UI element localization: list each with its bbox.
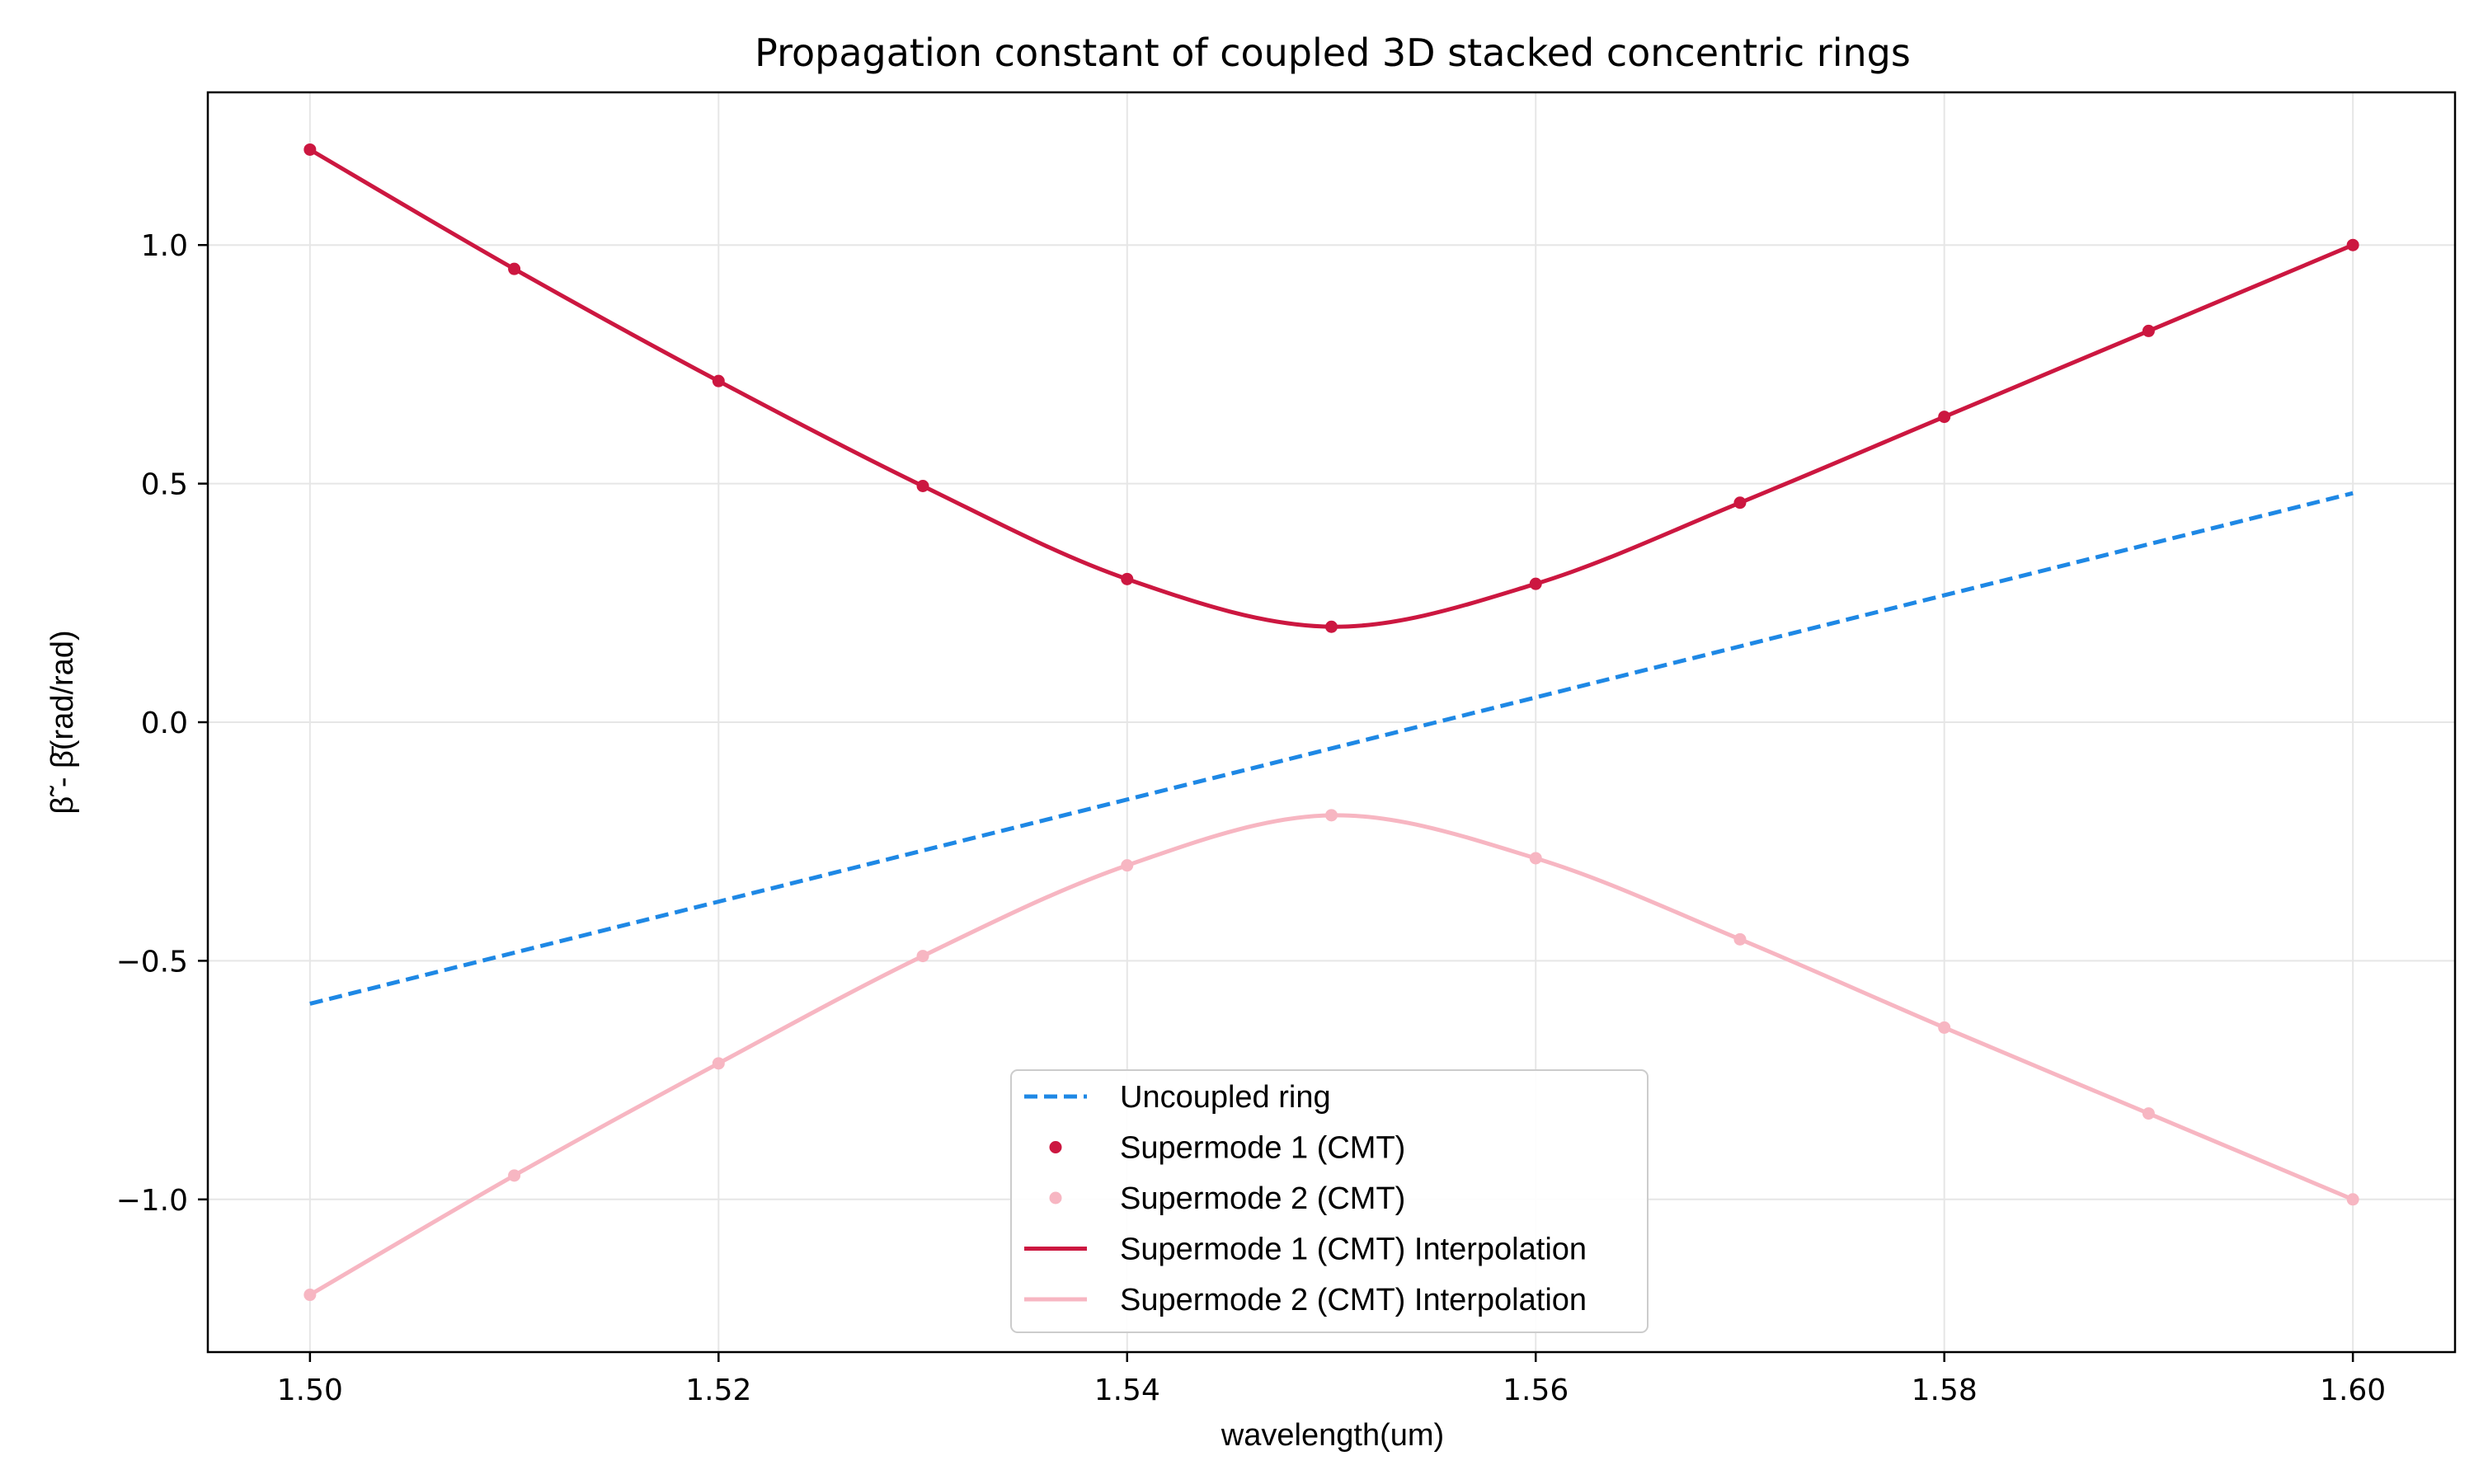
supermode-2-cmt-point <box>2142 1107 2155 1120</box>
supermode-1-cmt-point <box>303 143 317 156</box>
supermode-2-cmt-point <box>508 1169 521 1182</box>
x-axis-ticks: 1.50 1.52 1.54 1.56 1.58 1.60 <box>277 1352 2386 1407</box>
supermode-2-cmt-point <box>1325 809 1338 822</box>
plot-series <box>303 143 2359 1302</box>
x-tick-label: 1.54 <box>1094 1374 1160 1407</box>
x-axis-label: wavelength(um) <box>1221 1418 1444 1453</box>
supermode-1-cmt-point <box>712 374 725 387</box>
chart-title: Propagation constant of coupled 3D stack… <box>755 31 1911 75</box>
legend-label-supermode-2-cmt-interpolation: Supermode 2 (CMT) Interpolation <box>1120 1283 1587 1317</box>
legend-swatch-supermode-1-cmt <box>1049 1141 1062 1153</box>
x-tick-label: 1.52 <box>685 1374 751 1407</box>
legend: Uncoupled ring Supermode 1 (CMT) Supermode… <box>1010 1069 1649 1333</box>
legend-label-supermode-2-cmt: Supermode 2 (CMT) <box>1120 1181 1405 1216</box>
supermode-2-cmt-point <box>1938 1021 1951 1034</box>
legend-label-uncoupled-ring: Uncoupled ring <box>1120 1080 1331 1115</box>
x-tick-label: 1.60 <box>2320 1374 2386 1407</box>
supermode-1-cmt-point <box>1325 620 1338 633</box>
supermode-2-cmt-point <box>916 950 929 963</box>
y-tick-label: −1.0 <box>116 1184 188 1218</box>
legend-label-supermode-1-cmt-interpolation: Supermode 1 (CMT) Interpolation <box>1120 1233 1587 1267</box>
y-tick-label: 0.5 <box>141 468 188 502</box>
supermode-1-cmt-point <box>2346 238 2359 251</box>
supermode-2-cmt-point <box>1529 852 1542 865</box>
supermode-2-cmt-point <box>712 1057 725 1070</box>
x-tick-label: 1.56 <box>1503 1374 1569 1407</box>
uncoupled-ring-line <box>309 491 2354 1006</box>
y-axis-ticks: −1.0 −0.5 0.0 0.5 1.0 <box>116 229 208 1218</box>
y-axis-label: β̃ - β̄(rad/rad) <box>45 630 80 814</box>
supermode-1-cmt-point <box>2142 324 2155 337</box>
supermode-2-cmt-point <box>303 1289 317 1302</box>
x-tick-label: 1.58 <box>1912 1374 1978 1407</box>
supermode-1-cmt-interpolation-line <box>308 148 2354 629</box>
x-tick-label: 1.50 <box>277 1374 343 1407</box>
legend-swatch-supermode-2-cmt <box>1049 1191 1062 1205</box>
legend-label-supermode-1-cmt: Supermode 1 (CMT) <box>1120 1131 1405 1166</box>
grid <box>208 92 2455 1352</box>
supermode-2-cmt-point <box>1121 859 1134 872</box>
supermode-1-cmt-point <box>1121 572 1134 585</box>
y-tick-label: −0.5 <box>116 945 188 979</box>
supermode-1-cmt-point <box>1938 411 1951 424</box>
supermode-1-cmt-point <box>916 480 929 492</box>
y-tick-label: 0.0 <box>141 707 188 740</box>
supermode-2-cmt-point <box>2346 1193 2359 1206</box>
y-tick-label: 1.0 <box>141 229 188 263</box>
supermode-1-cmt-point <box>1529 577 1542 590</box>
supermode-1-cmt-point <box>508 262 521 275</box>
legend-box <box>1010 1069 1649 1333</box>
supermode-1-cmt-point <box>1733 496 1747 510</box>
supermode-2-cmt-point <box>1733 932 1747 946</box>
